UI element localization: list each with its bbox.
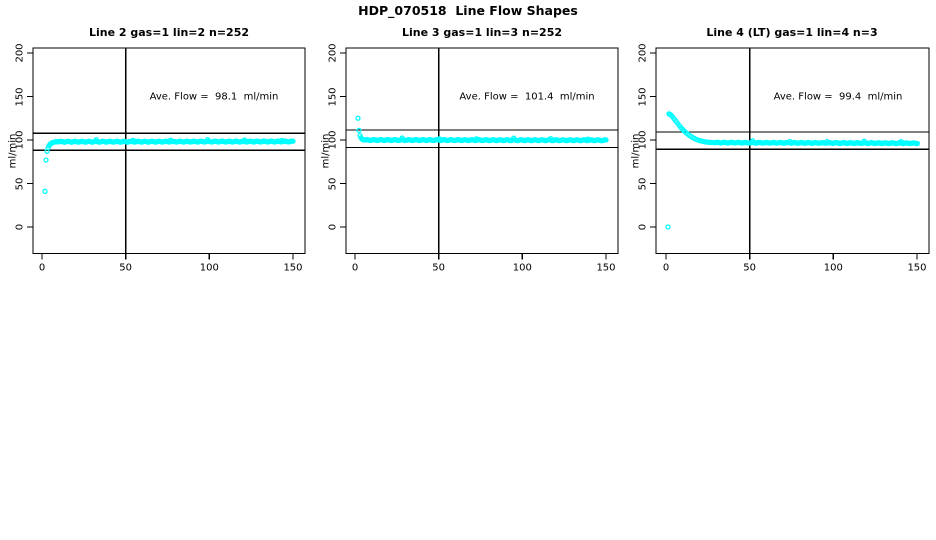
y-tick-label: 100 [637,130,649,150]
y-tick-label: 50 [637,177,649,190]
ave-flow-annotation-line3: Ave. Flow = 101.4 ml/min [459,91,595,103]
panel-plot-1 [340,47,619,260]
panel-title-line2: Line 2 gas=1 lin=2 n=252 [88,26,250,39]
y-tick-label: 50 [327,177,339,190]
data-point [355,115,361,121]
data-point [356,127,362,134]
x-tick-label: 100 [512,262,532,273]
y-tick-label: 200 [14,43,26,63]
y-tick-label: 100 [327,130,339,150]
ave-flow-annotation-line4: Ave. Flow = 99.4 ml/min [773,91,903,103]
data-point [43,157,49,163]
x-tick-label: 50 [119,262,133,273]
x-tick-label: 100 [823,262,843,273]
data-point [42,188,48,194]
x-tick-label: 0 [662,262,670,273]
y-tick-label: 0 [327,223,339,231]
y-tick-label: 100 [14,130,26,150]
y-tick-label: 0 [637,223,649,231]
x-tick-label: 0 [351,262,359,273]
x-tick-label: 50 [432,262,446,273]
x-tick-label: 150 [283,262,303,273]
y-tick-label: 200 [327,43,339,63]
x-tick-label: 0 [38,262,46,273]
data-point [914,140,920,147]
panel-title-line3: Line 3 gas=1 lin=3 n=252 [401,26,563,39]
panel-plot-2 [650,47,930,260]
y-tick-label: 150 [14,86,26,107]
panel-plot-0 [27,47,306,260]
y-tick-label: 150 [327,86,339,107]
data-point [603,137,609,143]
x-tick-label: 50 [743,262,757,273]
x-tick-label: 150 [596,262,616,273]
main-title: HDP_070518 Line Flow Shapes [358,3,578,18]
data-point [665,224,671,230]
panel-title-line4: Line 4 (LT) gas=1 lin=4 n=3 [706,26,878,39]
y-tick-label: 200 [637,43,649,63]
x-tick-label: 150 [907,262,927,273]
ave-flow-annotation-line2: Ave. Flow = 98.1 ml/min [149,91,279,103]
data-point [290,138,296,144]
plot-box [345,47,619,255]
x-tick-label: 100 [199,262,219,273]
plot-box [655,47,930,255]
y-tick-label: 0 [14,223,26,231]
y-tick-label: 50 [14,177,26,190]
y-tick-label: 150 [637,86,649,107]
